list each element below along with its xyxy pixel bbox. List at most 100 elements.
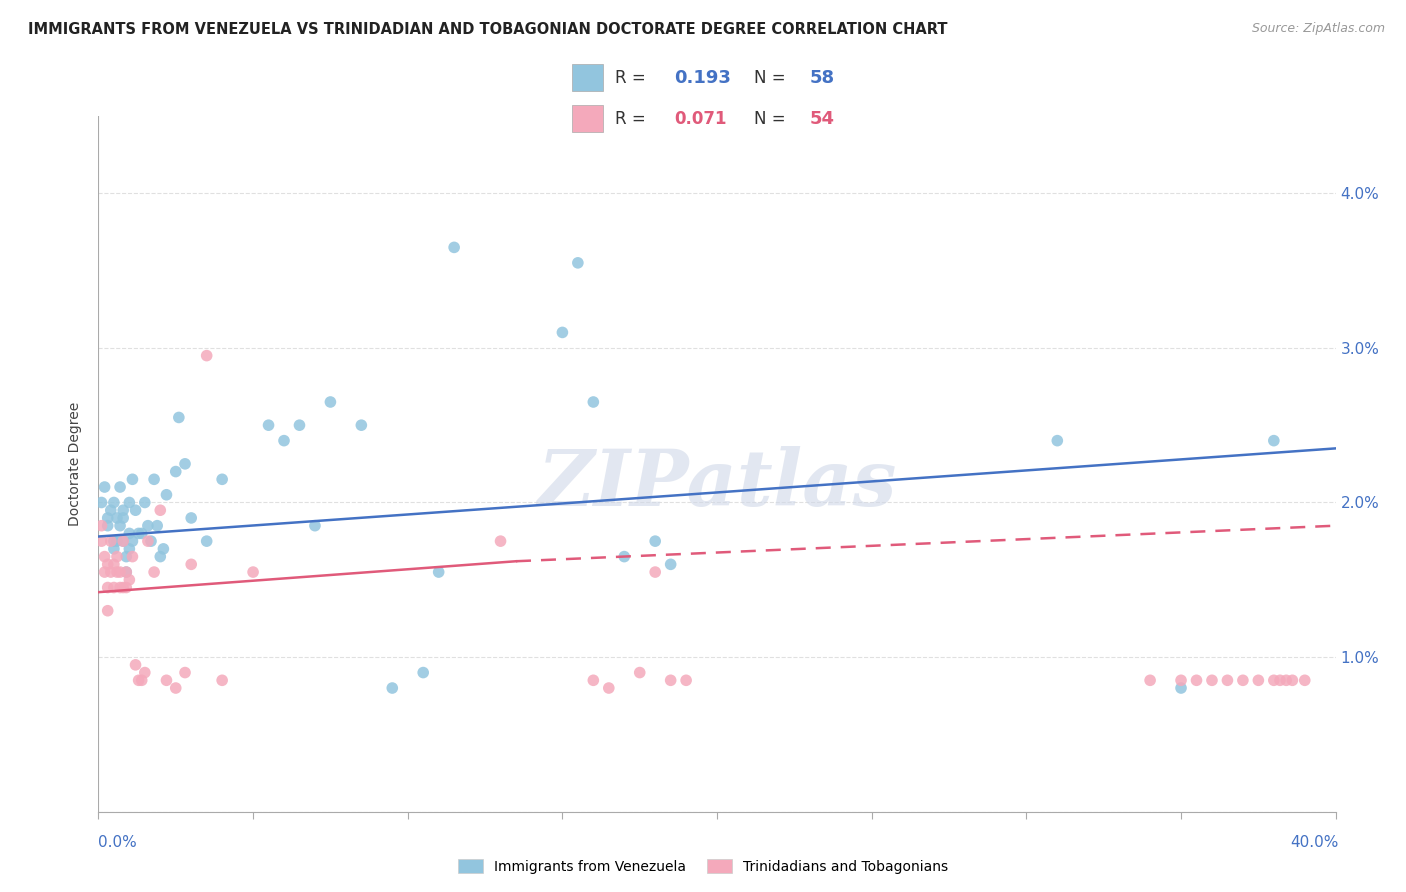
Point [1232,673,1254,688]
Point [551,326,574,340]
Point [112,581,135,595]
Point [644,534,666,549]
Point [143,472,166,486]
Point [100,534,122,549]
Text: 0.071: 0.071 [673,110,727,128]
Point [105,549,128,564]
Text: 0.193: 0.193 [673,69,731,87]
Point [108,565,131,579]
Point [124,657,146,672]
Point [598,681,620,695]
Point [139,534,162,549]
Text: N =: N = [754,69,792,87]
Point [143,565,166,579]
Point [105,511,128,525]
Text: 54: 54 [810,110,835,128]
Point [1170,681,1192,695]
Legend: Immigrants from Venezuela, Trinidadians and Tobagonians: Immigrants from Venezuela, Trinidadians … [451,852,955,880]
Point [121,549,143,564]
Point [121,472,143,486]
Point [613,549,636,564]
Point [659,558,682,572]
Text: N =: N = [754,110,792,128]
Text: R =: R = [614,110,651,128]
Point [108,581,131,595]
Point [443,240,465,254]
Point [112,534,135,549]
Text: ZIPatlas: ZIPatlas [537,447,897,523]
Point [1263,673,1285,688]
Point [412,665,434,680]
Point [567,256,589,270]
Point [427,565,450,579]
Point [118,573,141,587]
Text: 0.0%: 0.0% [98,836,138,850]
Point [350,418,373,433]
Point [304,518,326,533]
Point [644,565,666,579]
Point [97,604,120,618]
Point [1281,673,1303,688]
Point [582,673,605,688]
Point [90,495,112,509]
Point [112,511,135,525]
Point [1294,673,1316,688]
Point [93,565,115,579]
Point [118,541,141,556]
Point [1185,673,1208,688]
Point [131,526,153,541]
Point [105,534,128,549]
Point [155,488,177,502]
Point [136,534,159,549]
Point [273,434,295,448]
Point [1263,434,1285,448]
Point [108,480,131,494]
Point [115,565,138,579]
Point [149,503,172,517]
Point [90,518,112,533]
Point [93,549,115,564]
Text: 58: 58 [810,69,835,87]
Text: R =: R = [614,69,651,87]
Point [112,503,135,517]
Point [675,673,697,688]
Point [180,511,202,525]
Text: IMMIGRANTS FROM VENEZUELA VS TRINIDADIAN AND TOBAGONIAN DOCTORATE DEGREE CORRELA: IMMIGRANTS FROM VENEZUELA VS TRINIDADIAN… [28,22,948,37]
Point [103,558,125,572]
Point [105,565,128,579]
Point [319,395,342,409]
Point [93,480,115,494]
Point [174,457,197,471]
Point [124,503,146,517]
Point [103,495,125,509]
Point [1268,673,1291,688]
Point [128,673,150,688]
Point [582,395,605,409]
Point [118,495,141,509]
Y-axis label: Doctorate Degree: Doctorate Degree [69,401,83,526]
Point [155,673,177,688]
Point [195,534,218,549]
Point [659,673,682,688]
Point [131,673,153,688]
Point [97,558,120,572]
Point [103,581,125,595]
Point [381,681,404,695]
Text: 40.0%: 40.0% [1291,836,1339,850]
FancyBboxPatch shape [572,105,603,132]
Point [152,541,174,556]
Point [288,418,311,433]
Point [103,541,125,556]
Point [257,418,280,433]
Point [195,349,218,363]
Point [628,665,651,680]
Point [167,410,190,425]
Point [90,534,112,549]
Point [97,511,120,525]
Point [1139,673,1161,688]
Point [134,665,156,680]
Point [112,534,135,549]
Point [149,549,172,564]
Point [180,558,202,572]
Point [174,665,197,680]
